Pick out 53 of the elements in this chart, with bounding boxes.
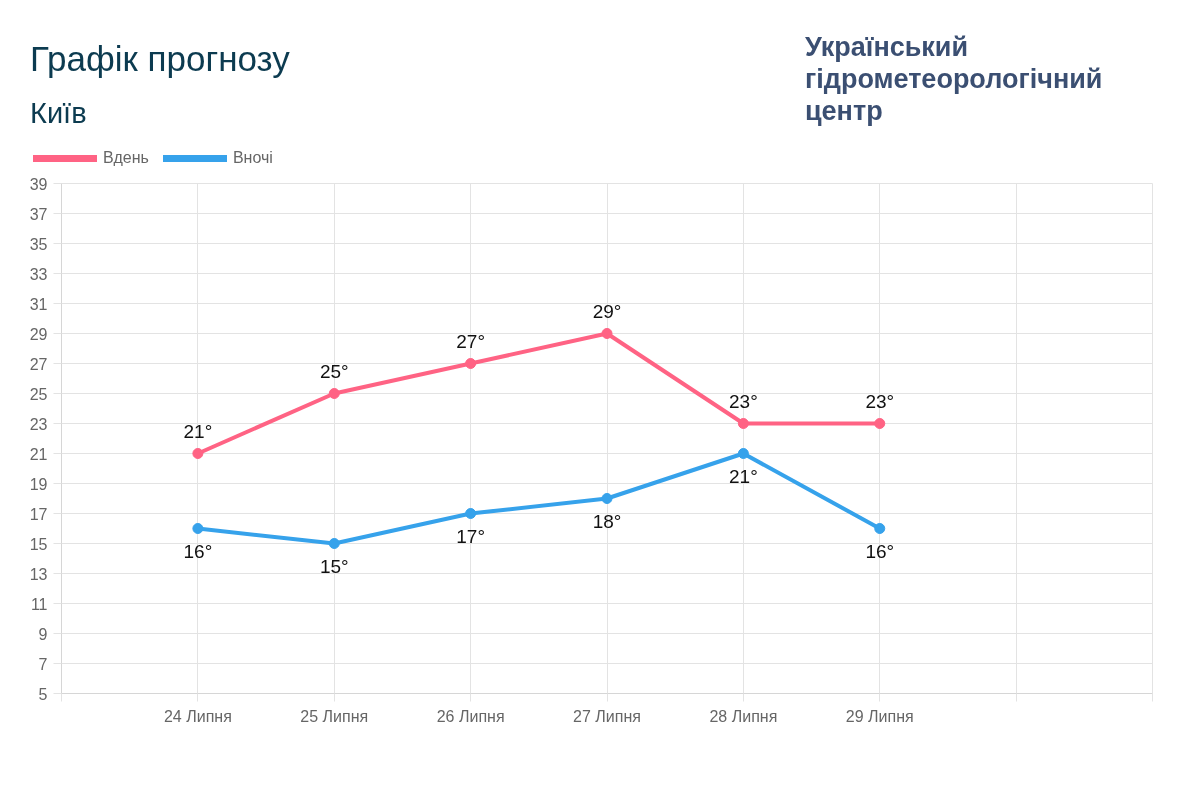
y-tick-label: 15 (29, 535, 48, 553)
legend-label: Вночі (232, 149, 273, 166)
y-tick-label: 31 (29, 295, 48, 313)
text: Український гідрометеорологічний центр (805, 32, 1103, 126)
data-label: 21° (183, 420, 213, 442)
data-label: 27° (456, 330, 485, 352)
x-tick-label: 29 Липня (845, 707, 914, 725)
x-tick-label: 28 Липня (709, 707, 778, 725)
y-tick-label: 33 (29, 265, 48, 283)
y-tick-label: 37 (29, 205, 48, 223)
y-tick-label: 7 (38, 655, 48, 673)
data-label: 23° (865, 390, 895, 412)
data-label: 23° (729, 390, 758, 412)
point (601, 328, 613, 339)
point (737, 448, 749, 459)
point (192, 523, 204, 534)
y-tick-label: 29 (29, 325, 48, 343)
y-tick-label: 35 (29, 235, 48, 253)
y-tick-label: 21 (29, 445, 48, 463)
data-label: 18° (592, 510, 622, 532)
legend-label: Вдень (103, 149, 149, 166)
y-tick-label: 9 (38, 625, 48, 643)
point (465, 358, 477, 369)
y-tick-label: 27 (29, 355, 48, 373)
data-label: 16° (865, 540, 895, 562)
data-label: 21° (729, 465, 758, 487)
y-tick-label: 23 (29, 415, 48, 433)
x-tick-label: 26 Липня (436, 707, 505, 725)
y-tick-label: 11 (30, 595, 48, 613)
chart-subtitle: Київ (30, 97, 87, 129)
y-tick-label: 5 (38, 685, 48, 703)
y-tick-label: 19 (29, 475, 48, 493)
point (192, 448, 204, 459)
data-label: 15° (319, 555, 349, 577)
data-label: 29° (592, 300, 622, 322)
data-label: 17° (456, 525, 485, 547)
x-tick-label: 25 Липня (300, 707, 369, 725)
y-tick-label: 39 (29, 175, 48, 193)
point (328, 538, 340, 549)
point (874, 418, 886, 429)
y-tick-label: 13 (29, 565, 48, 583)
data-label: 25° (319, 360, 349, 382)
y-tick-label: 25 (29, 385, 48, 403)
point (465, 508, 477, 519)
point (328, 388, 340, 399)
chart-title: Графік прогнозу (30, 39, 290, 78)
point (737, 418, 749, 429)
data-label: 16° (183, 540, 213, 562)
x-tick-label: 27 Липня (573, 707, 641, 725)
x-tick-label: 24 Липня (163, 707, 232, 725)
point (601, 493, 613, 504)
y-tick-label: 17 (29, 505, 48, 523)
point (874, 523, 886, 534)
